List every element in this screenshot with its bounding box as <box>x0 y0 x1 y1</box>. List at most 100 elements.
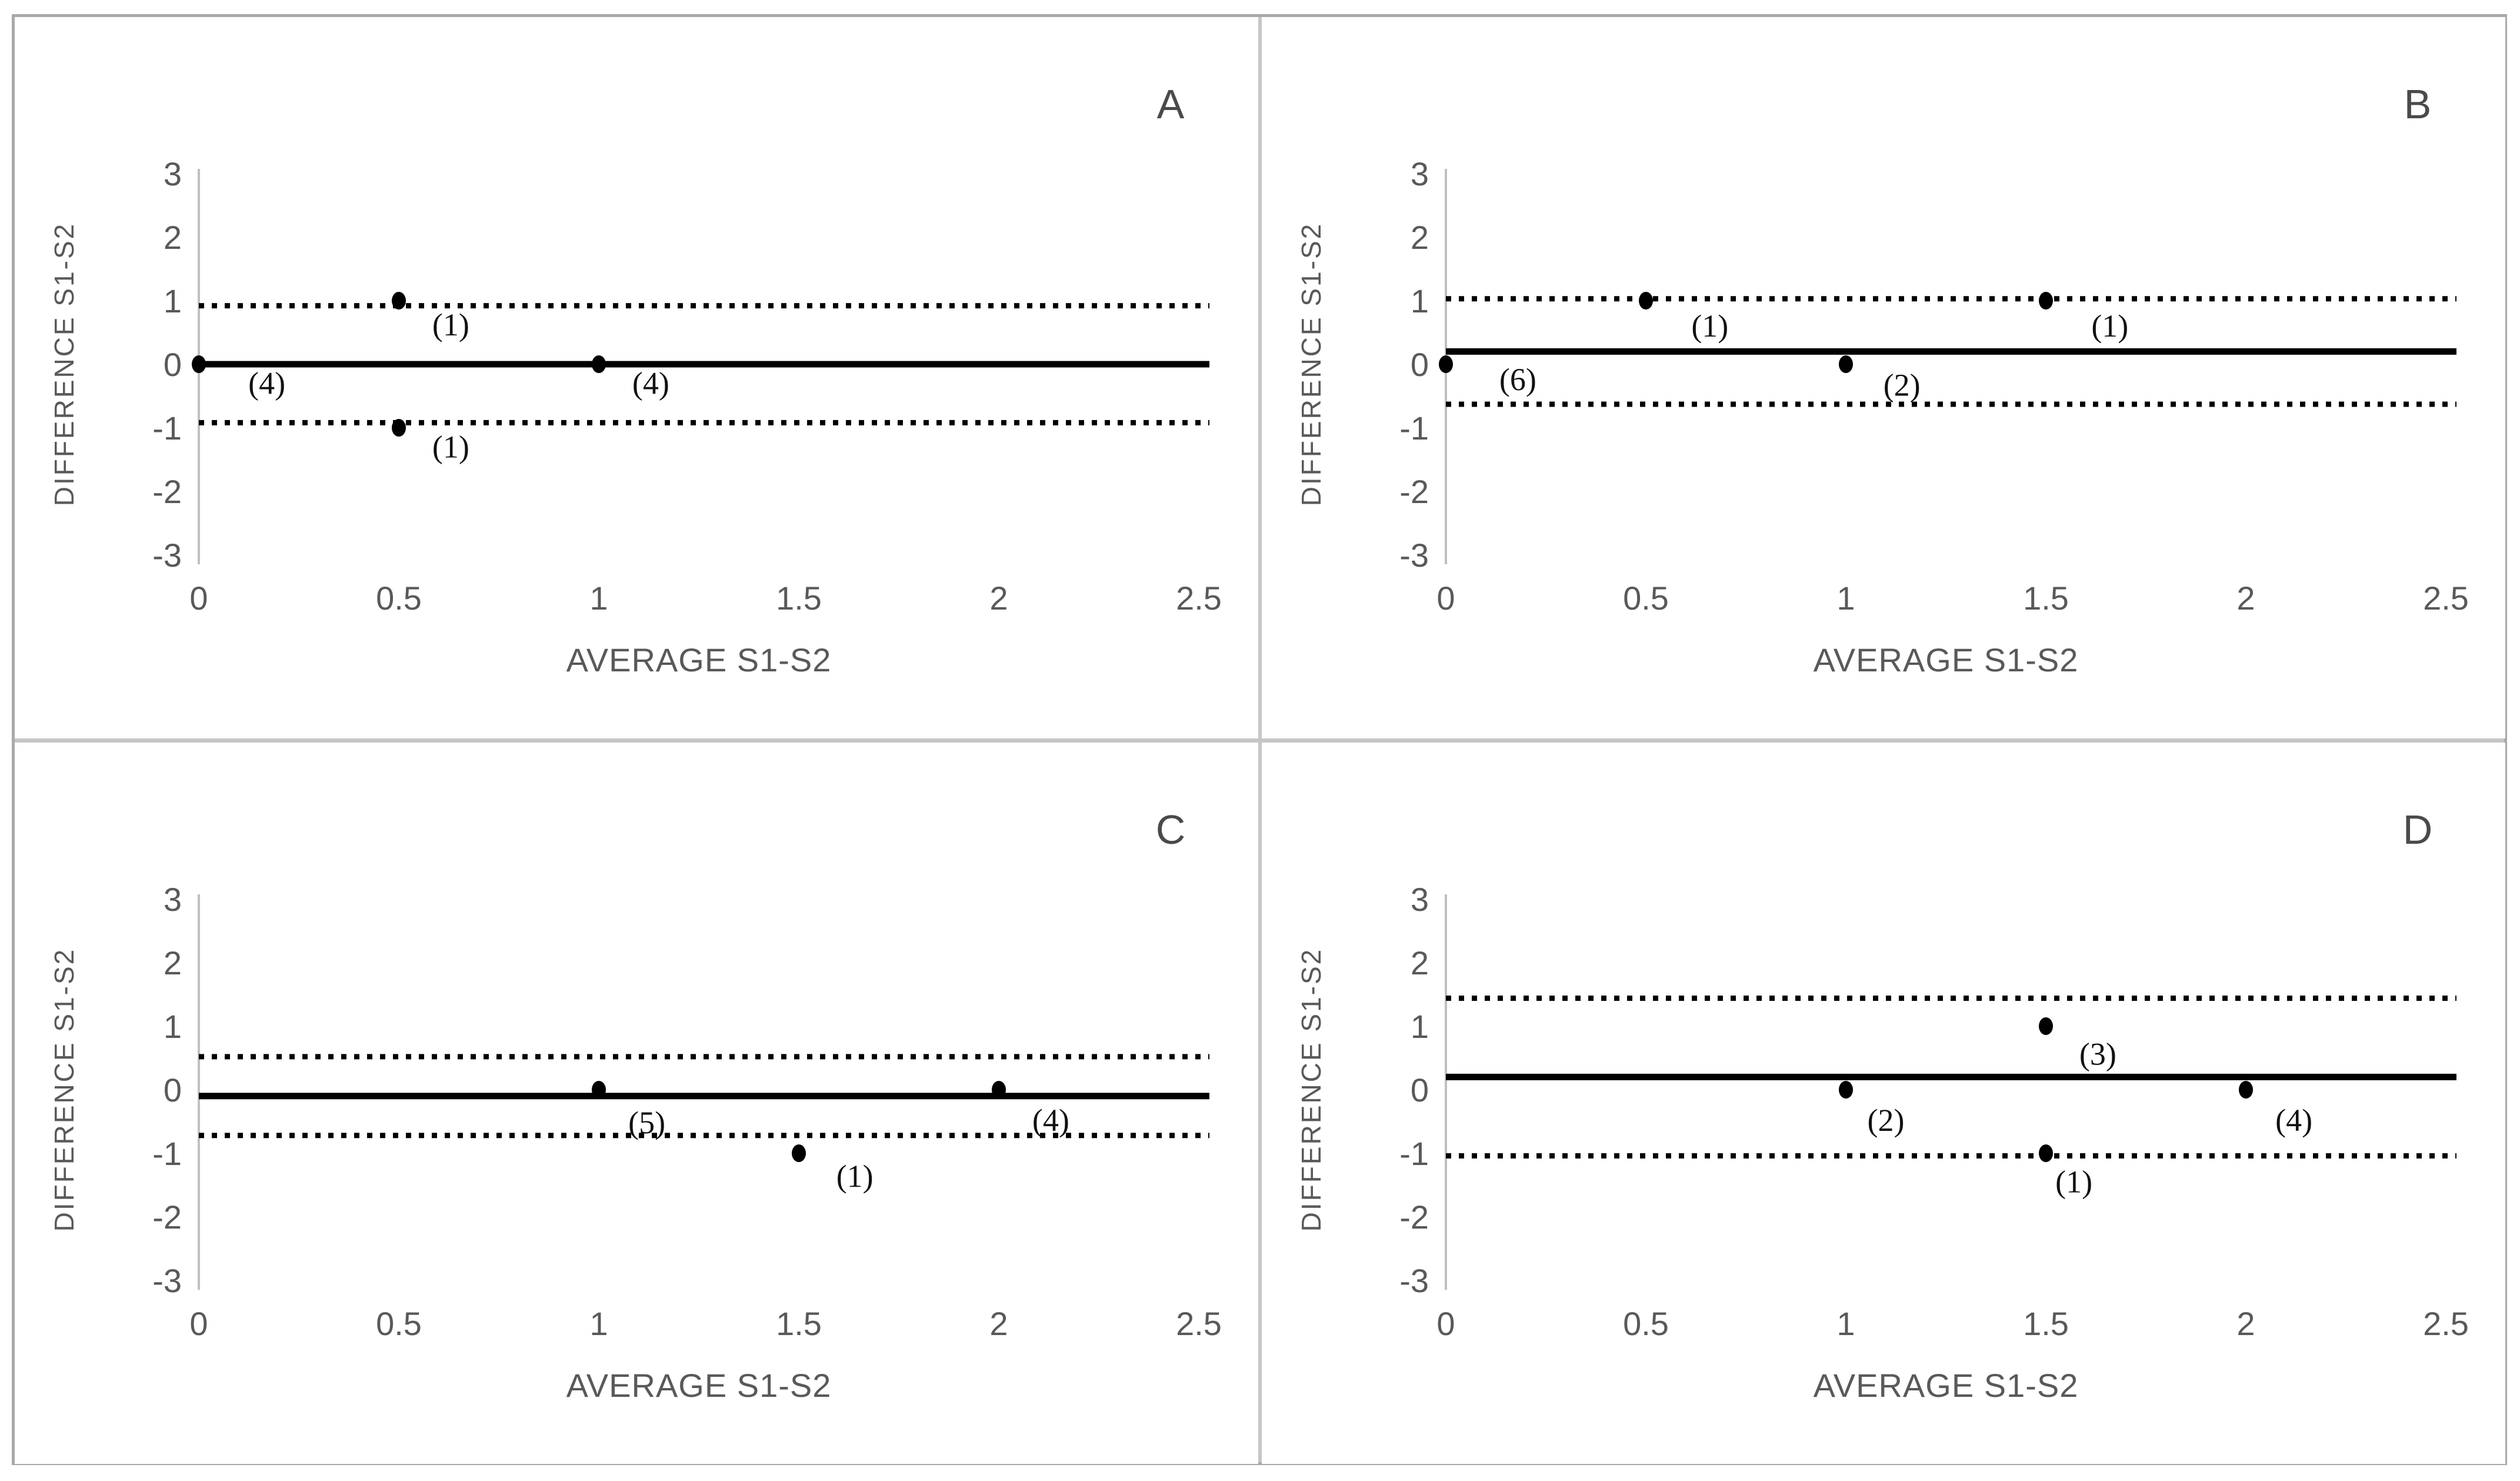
x-tick-label: 2 <box>989 1305 1008 1342</box>
y-tick-label: -1 <box>152 410 182 447</box>
y-tick-label: 1 <box>1411 282 1429 320</box>
y-tick-label: 3 <box>164 881 182 918</box>
x-tick-label: 2 <box>2236 580 2255 617</box>
y-axis-title: DIFFERENCE S1-S2 <box>49 222 79 507</box>
y-tick-label: 2 <box>1411 944 1429 981</box>
y-tick-label: 2 <box>164 944 182 981</box>
count-label: (1) <box>432 429 469 464</box>
count-label: (4) <box>248 365 285 401</box>
panel-letter: D <box>2403 807 2433 853</box>
x-tick-label: 0.5 <box>1623 1305 1669 1342</box>
data-point <box>1639 292 1653 309</box>
y-tick-label: 2 <box>1411 219 1429 256</box>
x-axis-title: AVERAGE S1-S2 <box>566 1367 832 1404</box>
count-label: (3) <box>2079 1037 2116 1072</box>
x-tick-label: 2.5 <box>1176 580 1222 617</box>
x-tick-label: 1.5 <box>776 580 822 617</box>
panel-a-cell: 3 2 1 0 -1 -2 -3 0 0.5 1 1.5 2 2.5 (4) (1) (4) (1) DIFFER… <box>15 17 1258 738</box>
data-point <box>392 419 406 437</box>
y-tick-label: -2 <box>1399 473 1429 510</box>
y-axis-title: DIFFERENCE S1-S2 <box>1296 222 1326 507</box>
x-tick-label: 1 <box>589 580 608 617</box>
y-tick-label: 1 <box>164 282 182 320</box>
count-label: (5) <box>628 1105 665 1140</box>
y-tick-label: 1 <box>164 1008 182 1045</box>
x-tick-label: 1 <box>1836 1305 1855 1342</box>
y-tick-label: -1 <box>1399 410 1429 447</box>
count-label: (1) <box>1691 308 1728 344</box>
data-point <box>2239 1081 2253 1099</box>
y-tick-label: 2 <box>164 219 182 256</box>
x-axis-title: AVERAGE S1-S2 <box>1814 1367 2079 1404</box>
y-tick-label: 0 <box>164 1071 182 1109</box>
x-tick-label: 0 <box>189 580 208 617</box>
x-tick-label: 2.5 <box>2423 580 2469 617</box>
x-axis-title: AVERAGE S1-S2 <box>1814 641 2079 678</box>
horizontal-divider <box>15 738 2504 743</box>
data-point <box>192 355 206 373</box>
count-label: (1) <box>432 307 469 342</box>
data-point <box>592 355 606 373</box>
x-tick-label: 0.5 <box>376 580 422 617</box>
x-tick-label: 1.5 <box>776 1305 822 1342</box>
panel-b-cell: 3 2 1 0 -1 -2 -3 0 0.5 1 1.5 2 2.5 (6) (1) (2) (1) DIFFER… <box>1262 17 2505 738</box>
count-label: (4) <box>1032 1103 1069 1138</box>
y-tick-label: -1 <box>152 1135 182 1172</box>
data-point <box>1439 355 1453 373</box>
count-label: (2) <box>1868 1103 1905 1138</box>
count-label: (1) <box>2091 308 2128 344</box>
x-tick-label: 0.5 <box>376 1305 422 1342</box>
y-tick-label: 3 <box>164 155 182 192</box>
count-label: (4) <box>632 365 669 401</box>
y-tick-label: 3 <box>1411 155 1429 192</box>
data-point <box>392 292 406 309</box>
y-tick-label: -2 <box>152 473 182 510</box>
x-axis-title: AVERAGE S1-S2 <box>566 641 832 678</box>
y-tick-label: 0 <box>1411 1071 1429 1109</box>
data-point <box>992 1081 1006 1099</box>
x-tick-label: 0.5 <box>1623 580 1669 617</box>
x-tick-label: 0 <box>1436 580 1455 617</box>
x-tick-label: 1 <box>1836 580 1855 617</box>
data-point <box>1839 1081 1853 1099</box>
data-point <box>2039 292 2053 309</box>
count-label: (1) <box>836 1159 874 1194</box>
data-point <box>2039 1017 2053 1035</box>
panel-letter: B <box>2404 81 2432 127</box>
x-tick-label: 2.5 <box>2423 1305 2469 1342</box>
panel-grid: 3 2 1 0 -1 -2 -3 0 0.5 1 1.5 2 2.5 (4) (1) (4) (1) DIFFER… <box>12 14 2507 1465</box>
x-tick-label: 1.5 <box>2023 580 2069 617</box>
x-tick-label: 2 <box>2236 1305 2255 1342</box>
y-tick-label: -3 <box>1399 1262 1429 1299</box>
x-tick-label: 2.5 <box>1176 1305 1222 1342</box>
panel-d-cell: 3 2 1 0 -1 -2 -3 0 0.5 1 1.5 2 2.5 (2) (3) (4) (1) DIFFER… <box>1262 743 2505 1464</box>
panel-letter: C <box>1156 807 1186 853</box>
x-tick-label: 2 <box>989 580 1008 617</box>
count-label: (4) <box>2275 1103 2312 1138</box>
data-point <box>592 1081 606 1099</box>
y-tick-label: 1 <box>1411 1008 1429 1045</box>
y-tick-label: -1 <box>1399 1135 1429 1172</box>
panel-c-cell: 3 2 1 0 -1 -2 -3 0 0.5 1 1.5 2 2.5 (5) (4) (1) DIFFERENC… <box>15 743 1258 1464</box>
y-tick-label: 0 <box>164 346 182 383</box>
count-label: (2) <box>1884 368 1921 403</box>
y-tick-label: -2 <box>152 1199 182 1236</box>
x-tick-label: 1 <box>589 1305 608 1342</box>
y-axis-title: DIFFERENCE S1-S2 <box>49 948 79 1232</box>
count-label: (6) <box>1499 362 1536 397</box>
data-point <box>792 1144 806 1162</box>
y-axis-title: DIFFERENCE S1-S2 <box>1296 948 1326 1232</box>
y-tick-label: -3 <box>152 537 182 574</box>
y-tick-label: 3 <box>1411 881 1429 918</box>
y-tick-label: -3 <box>1399 537 1429 574</box>
y-tick-label: -3 <box>152 1262 182 1299</box>
panel-letter: A <box>1157 81 1185 127</box>
data-point <box>1839 355 1853 373</box>
y-tick-label: 0 <box>1411 346 1429 383</box>
data-point <box>2039 1144 2053 1162</box>
